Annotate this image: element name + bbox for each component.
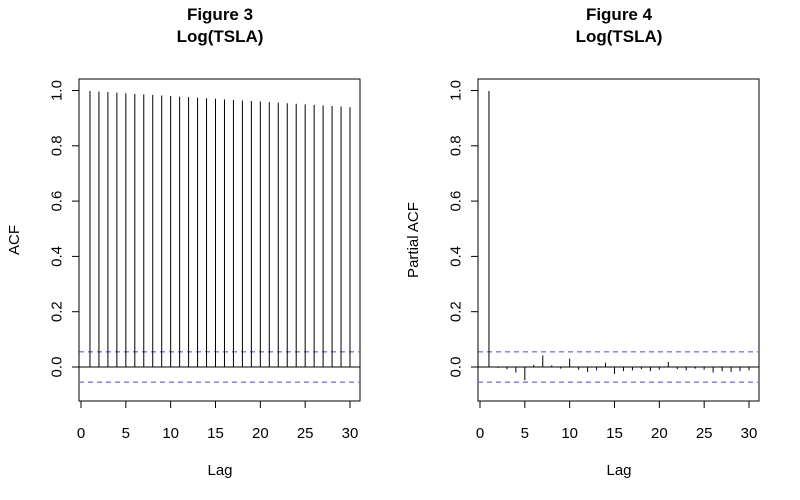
pacf-x-tick-label-5: 5 — [521, 425, 529, 442]
acf-x-tick-label-25: 25 — [297, 425, 314, 442]
acf-chart-subtitle: Log(TSLA) — [177, 27, 264, 46]
pacf-y-tick-label-1.0: 1.0 — [448, 80, 465, 101]
acf-x-tick-label-30: 30 — [342, 425, 359, 442]
acf-y-tick-label-0.2: 0.2 — [49, 301, 66, 322]
acf-panel: Figure 3 Log(TSLA) 0 5 10 15 20 25 30 0.00.20.… — [6, 5, 361, 479]
acf-x-tick-label-15: 15 — [207, 425, 224, 442]
acf-y-tick-label-0.8: 0.8 — [49, 135, 66, 156]
acf-y-tick-label-1.0: 1.0 — [49, 80, 66, 101]
pacf-y-axis: 0.0 0.2 0.4 0.6 0.8 1.0 — [448, 80, 479, 377]
pacf-y-tick-label-0.6: 0.6 — [448, 191, 465, 212]
pacf-y-tick-label-0.8: 0.8 — [448, 135, 465, 156]
acf-y-tick-label-0.0: 0.0 — [49, 357, 66, 378]
acf-y-axis: 0.0 0.2 0.4 0.6 0.8 1.0 — [49, 80, 80, 377]
pacf-y-axis-label: Partial ACF — [405, 202, 422, 278]
pacf-x-axis: 0 5 10 15 20 25 30 — [476, 400, 758, 442]
pacf-x-axis-label: Lag — [606, 462, 631, 479]
acf-y-tick-label-0.4: 0.4 — [49, 246, 66, 267]
acf-x-tick-label-5: 5 — [122, 425, 130, 442]
acf-plot-frame — [78, 78, 361, 402]
pacf-chart-subtitle: Log(TSLA) — [576, 27, 663, 46]
acf-x-axis: 0 5 10 15 20 25 30 — [77, 400, 359, 442]
pacf-y-tick-label-0.2: 0.2 — [448, 301, 465, 322]
pacf-bars — [478, 91, 759, 383]
acf-y-tick-label-0.6: 0.6 — [49, 191, 66, 212]
pacf-x-tick-label-20: 20 — [651, 425, 668, 442]
pacf-x-tick-label-10: 10 — [561, 425, 578, 442]
acf-y-axis-label: ACF — [6, 225, 23, 255]
pacf-panel: Figure 4 Log(TSLA) 0 5 10 15 20 25 30 0.00.20.… — [405, 5, 760, 479]
pacf-chart-title: Figure 4 — [586, 5, 653, 24]
pacf-x-tick-label-30: 30 — [741, 425, 758, 442]
acf-chart-title: Figure 3 — [187, 5, 253, 24]
pacf-y-tick-label-0.0: 0.0 — [448, 357, 465, 378]
pacf-x-tick-label-25: 25 — [696, 425, 713, 442]
acf-x-tick-label-20: 20 — [252, 425, 269, 442]
pacf-plot-frame — [477, 78, 760, 402]
acf-x-tick-label-0: 0 — [77, 425, 85, 442]
pacf-x-tick-label-0: 0 — [476, 425, 484, 442]
pacf-x-tick-label-15: 15 — [606, 425, 623, 442]
acf-x-axis-label: Lag — [207, 462, 232, 479]
acf-x-tick-label-10: 10 — [162, 425, 179, 442]
pacf-y-tick-label-0.4: 0.4 — [448, 246, 465, 267]
acf-bars — [79, 91, 360, 383]
